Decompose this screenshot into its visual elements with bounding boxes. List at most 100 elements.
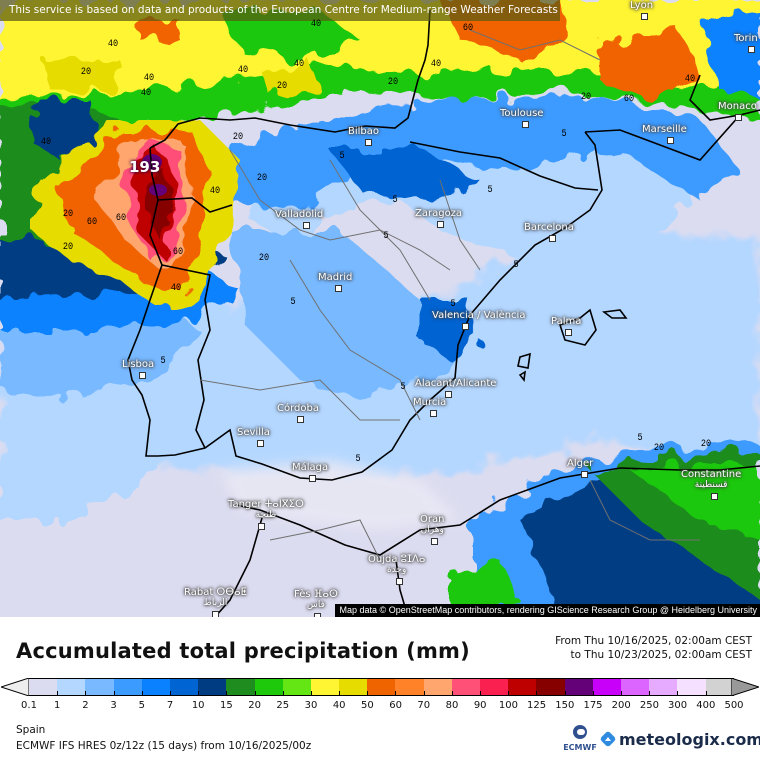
contour-label: 40 <box>107 39 119 50</box>
city-label[interactable]: Oujda ⵓⵊⴷⴰ وجدة <box>368 554 425 576</box>
city-marker-icon <box>641 13 649 20</box>
city-marker-icon <box>581 471 588 478</box>
city-label[interactable]: Fès ⴼⴰⵙ فاس <box>294 589 338 611</box>
city-marker-icon <box>429 410 437 417</box>
legend-swatch <box>395 679 424 695</box>
city-label[interactable]: Bilbao <box>348 126 379 137</box>
city-name: Alacant/Alicante <box>415 378 497 389</box>
contour-label: 40 <box>170 283 182 294</box>
period-from: From Thu 10/16/2025, 02:00am CEST <box>555 635 752 647</box>
contour-label: 5 <box>339 151 345 162</box>
legend-swatch <box>198 679 227 695</box>
contour-label: 20 <box>276 81 288 92</box>
contour-label: 40 <box>310 19 322 30</box>
contour-label: 40 <box>430 59 442 70</box>
ecmwf-logo[interactable]: ECMWF <box>563 724 597 758</box>
legend-tick: 70 <box>417 700 431 711</box>
meteologix-logo[interactable]: meteologix.com <box>600 729 760 749</box>
city-label[interactable]: Palma <box>551 316 581 327</box>
city-label[interactable]: Toulouse <box>500 108 543 119</box>
map-attribution[interactable]: Map data © OpenStreetMap contributors, r… <box>334 604 760 617</box>
legend-tick: 400 <box>696 700 716 711</box>
city-label[interactable]: Zaragoza <box>415 208 462 219</box>
city-label[interactable]: Barcelona <box>524 222 574 233</box>
city-label[interactable]: Valencia / València <box>432 310 525 321</box>
legend-tick: 40 <box>332 700 346 711</box>
period-to: to Thu 10/23/2025, 02:00am CEST <box>570 649 752 661</box>
city-label[interactable]: Tanger ⵜⴰⵏⴳⵉⵔ طنجة <box>228 499 304 521</box>
meteologix-diamond-icon <box>600 731 616 747</box>
city-label[interactable]: Torin <box>734 33 758 44</box>
contour-label: 20 <box>62 209 74 220</box>
precipitation-map[interactable]: This service is based on data and produc… <box>0 0 760 617</box>
contour-label: 40 <box>684 74 696 85</box>
contour-label: 5 <box>561 129 567 140</box>
legend-swatch <box>508 679 537 695</box>
city-name-local: قسنطينة <box>694 480 728 490</box>
city-label[interactable]: Madrid <box>318 272 352 283</box>
legend-swatch <box>705 679 734 695</box>
city-label[interactable]: Constantine قسنطينة <box>681 469 741 491</box>
city-marker-icon <box>296 416 304 423</box>
max-value-label: 193 <box>129 158 161 176</box>
ecmwf-logo-text: ECMWF <box>563 743 597 752</box>
city-label[interactable]: Valladolid <box>275 209 323 220</box>
city-label[interactable]: Córdoba <box>277 403 319 414</box>
city-name: Murcia <box>413 397 447 408</box>
contour-label: 5 <box>160 356 166 367</box>
legend-swatch <box>339 679 368 695</box>
city-label[interactable]: Marseille <box>642 124 687 135</box>
contour-label: 5 <box>400 382 406 393</box>
legend-tick: 1 <box>54 700 61 711</box>
city-name: Valladolid <box>275 209 324 220</box>
legend-swatch <box>367 679 396 695</box>
city-label[interactable]: Alger <box>567 458 593 469</box>
legend-swatch <box>141 679 170 695</box>
legend-tick: 15 <box>220 700 233 711</box>
city-marker-icon <box>748 46 755 53</box>
contour-label: 40 <box>40 137 52 148</box>
city-name: Tanger ⵜⴰⵏⴳⵉⵔ <box>228 499 304 510</box>
legend-tick: 100 <box>498 700 518 711</box>
contour-label: 20 <box>232 132 244 143</box>
city-name: Barcelona <box>524 222 574 233</box>
city-label[interactable]: Rabat ⵔⴱⴰⵟ الرباط <box>184 587 247 609</box>
city-label[interactable]: Oran وهران <box>420 514 444 536</box>
legend-tick: 250 <box>639 700 659 711</box>
legend-tick: 60 <box>389 700 402 711</box>
city-name: Toulouse <box>500 108 544 119</box>
legend-tick: 20 <box>248 700 261 711</box>
city-marker-icon <box>258 523 265 530</box>
contour-label: 5 <box>637 433 643 444</box>
city-name: Valencia / València <box>432 310 526 321</box>
color-legend: 0.1 1 2 3 5 7 10 15 20 25 30 40 50 60 70 80 90 100 125 150 1… <box>0 672 760 712</box>
city-label[interactable]: Monaco <box>718 101 757 112</box>
city-label[interactable]: Lisboa <box>122 359 154 370</box>
city-name: Lyon <box>630 0 654 11</box>
city-name: Madrid <box>318 272 353 283</box>
city-marker-icon <box>711 493 718 500</box>
city-marker-icon <box>303 222 310 229</box>
contour-label: 60 <box>172 247 184 258</box>
city-label[interactable]: Sevilla <box>237 427 270 438</box>
city-label[interactable]: Málaga <box>292 462 328 473</box>
ecmwf-notice-banner: This service is based on data and produc… <box>0 0 560 21</box>
contour-label: 20 <box>62 242 74 253</box>
legend-swatch <box>29 679 58 695</box>
city-label[interactable]: Murcia <box>413 397 446 408</box>
contour-label: 20 <box>653 443 665 454</box>
city-label[interactable]: Alacant/Alicante <box>415 378 496 389</box>
city-marker-icon <box>565 329 572 336</box>
legend-swatch <box>423 679 452 695</box>
legend-tick: 80 <box>445 700 459 711</box>
forecast-period: From Thu 10/16/2025, 02:00am CEST to Thu… <box>555 634 752 662</box>
map-footer: Accumulated total precipitation (mm) Fro… <box>0 617 760 760</box>
ecmwf-logo-icon <box>573 725 587 739</box>
city-label[interactable]: Lyon <box>630 0 653 11</box>
city-marker-icon <box>462 323 469 330</box>
legend-swatch <box>451 679 480 695</box>
legend-tick: 30 <box>304 700 318 711</box>
city-marker-icon <box>445 391 452 398</box>
city-marker-icon <box>308 475 316 482</box>
city-name: Torin <box>734 33 758 44</box>
